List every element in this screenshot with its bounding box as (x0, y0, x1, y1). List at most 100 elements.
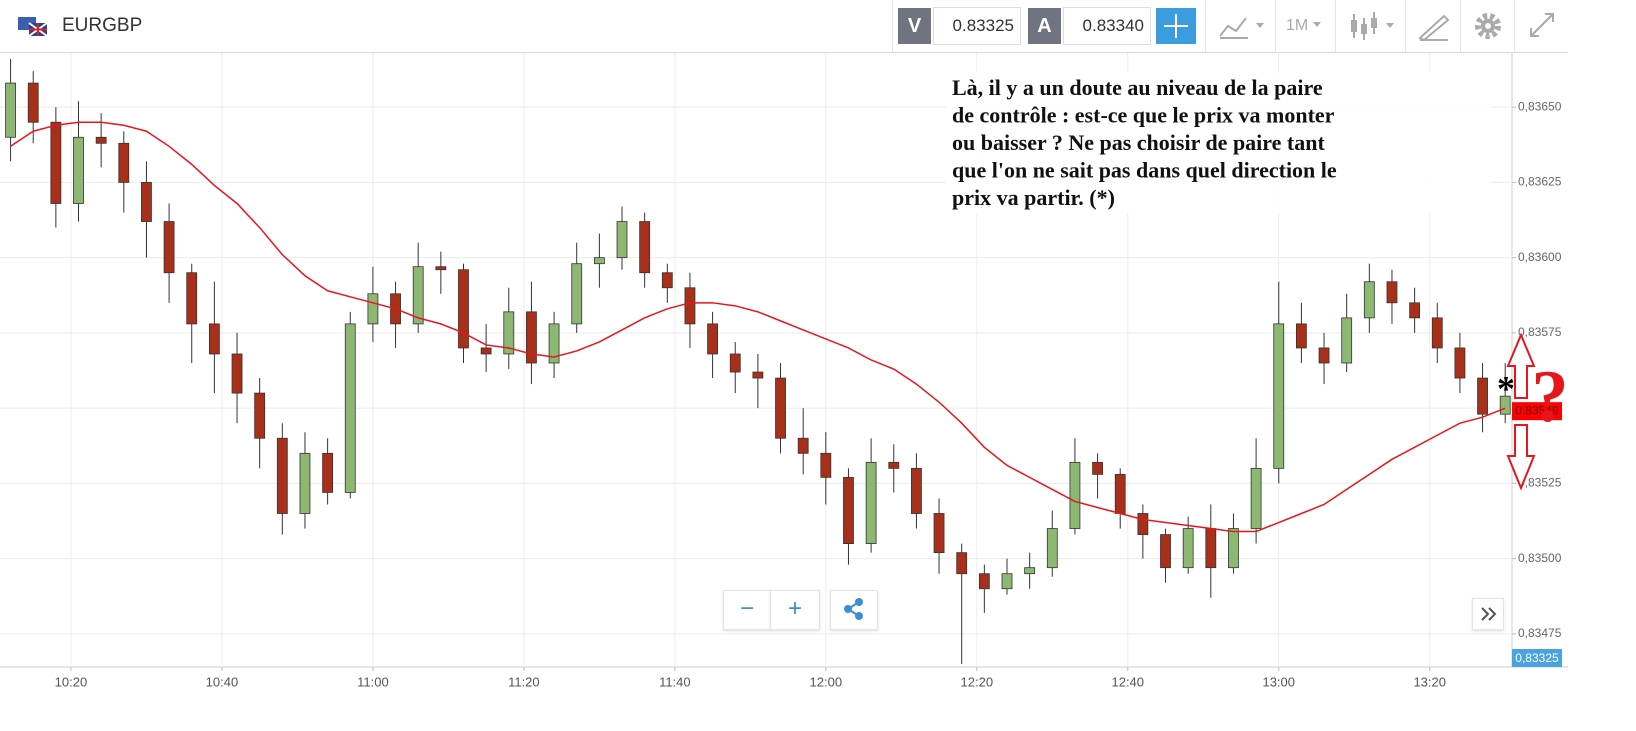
candle-body (1046, 528, 1058, 569)
candle-button[interactable] (1335, 0, 1406, 52)
annotation-line: ou baisser ? Ne pas choisir de paire tan… (952, 130, 1325, 155)
sell-price[interactable]: 0.83325 (933, 7, 1021, 45)
candle-body (775, 377, 786, 439)
header: EURGBP V 0.83325 A 0.83340 1M (0, 0, 1568, 53)
x-tick-label: 13:20 (1413, 674, 1446, 689)
candle-body (1454, 347, 1466, 379)
candle-body (480, 347, 492, 355)
plot: 0,836500,836250,836000,835750,835500,835… (0, 53, 1562, 689)
candle-body (661, 272, 673, 289)
candle-body (843, 476, 854, 544)
chart-type-button[interactable] (1205, 0, 1276, 52)
candle-body (186, 272, 198, 325)
candle-body (1069, 461, 1081, 529)
candle-body (1363, 281, 1375, 319)
x-tick-label: 11:20 (508, 674, 540, 689)
zoom-in-button[interactable]: + (770, 590, 820, 630)
down-arrow (1506, 424, 1536, 491)
buy-label[interactable]: A (1028, 8, 1061, 44)
price-tag-label: 0,83549 (1515, 403, 1559, 417)
x-tick-label: 11:00 (357, 674, 389, 689)
y-tick-label: 0,83600 (1518, 250, 1562, 264)
candle-body (1386, 281, 1398, 304)
x-tick-label: 10:40 (206, 674, 239, 689)
candle-body (1295, 323, 1307, 349)
candle-body (1477, 377, 1488, 415)
x-tick-label: 12:40 (1111, 674, 1144, 689)
scroll-end-button[interactable] (1472, 598, 1504, 630)
marker: * (1497, 368, 1515, 408)
moving-average (10, 121, 1506, 533)
annotation-line: de contrôle : est-ce que le prix va mont… (952, 103, 1335, 128)
x-tick-label: 12:00 (810, 674, 843, 689)
timeframe[interactable]: 1M (1286, 17, 1309, 34)
candle-body (639, 221, 651, 274)
x-tick-label: 10:20 (55, 674, 88, 689)
annotation-line: prix va partir. (*) (952, 185, 1115, 210)
candle-body (684, 287, 696, 325)
candle-body (254, 392, 266, 439)
annotation: Là, il y a un doute au niveau de la pair… (952, 75, 1337, 210)
candle-body (208, 323, 220, 355)
candle-body (163, 221, 175, 274)
up-arrow (1506, 332, 1536, 399)
zoom-out-button[interactable]: − (723, 590, 771, 630)
y-tick-label: 0,83650 (1518, 99, 1562, 113)
candle-body (526, 311, 537, 364)
candle-body (231, 353, 243, 394)
price-tag (1512, 402, 1562, 421)
candle-body (73, 136, 84, 204)
candle-body (797, 437, 809, 454)
candle-body (1228, 528, 1239, 569)
fullscreen-button[interactable] (1514, 0, 1569, 52)
candle-body (729, 353, 741, 373)
settings-button[interactable] (1460, 0, 1515, 52)
annotation-bg (946, 72, 1491, 214)
sell-label[interactable]: V (898, 8, 931, 44)
candle-body (1092, 461, 1103, 475)
candle-body (1499, 395, 1511, 415)
candle-body (5, 82, 16, 138)
flag-icon (18, 17, 48, 37)
candle-body (1273, 323, 1285, 469)
candle-body (1409, 302, 1421, 319)
candle-body (1250, 467, 1262, 529)
y-tick-label: 0,83475 (1518, 626, 1562, 640)
candle-body (548, 323, 560, 364)
buy-price[interactable]: 0.83340 (1063, 7, 1151, 45)
y-tick-label: 0,83575 (1518, 325, 1562, 339)
candle-body (435, 266, 447, 271)
x-tick-label: 13:00 (1262, 674, 1295, 689)
share-button[interactable] (830, 590, 878, 630)
candle-body (1137, 513, 1149, 535)
last-price-label: 0,83325 (1515, 651, 1559, 665)
candle-body (299, 452, 311, 514)
crosshair-button[interactable] (1156, 8, 1196, 44)
timeframe-button[interactable]: 1M (1275, 0, 1336, 52)
draw-button[interactable] (1405, 0, 1461, 52)
candle-body (118, 142, 130, 183)
candle-body (322, 452, 334, 493)
candle-body (95, 136, 107, 144)
candle-body (1431, 317, 1443, 349)
annotation-line: Là, il y a un doute au niveau de la pair… (952, 75, 1323, 100)
x-tick-label: 11:40 (659, 674, 691, 689)
candle-body (707, 323, 718, 355)
candle-body (865, 461, 877, 544)
candle-body (956, 552, 968, 575)
candle-body (888, 461, 900, 469)
question-mark: ? (1532, 356, 1569, 438)
candle-body (820, 452, 832, 478)
candle-body (344, 323, 356, 493)
candle-body (50, 121, 62, 204)
candle-body (911, 467, 922, 514)
symbol: EURGBP (62, 15, 143, 36)
candle-body (27, 82, 39, 123)
candle-body (978, 573, 990, 590)
x-tick-label: 12:20 (961, 674, 994, 689)
candle-body (367, 293, 379, 325)
annotation-line: que l'on ne sait pas dans quel direction… (952, 158, 1337, 183)
candle-body (571, 263, 583, 325)
